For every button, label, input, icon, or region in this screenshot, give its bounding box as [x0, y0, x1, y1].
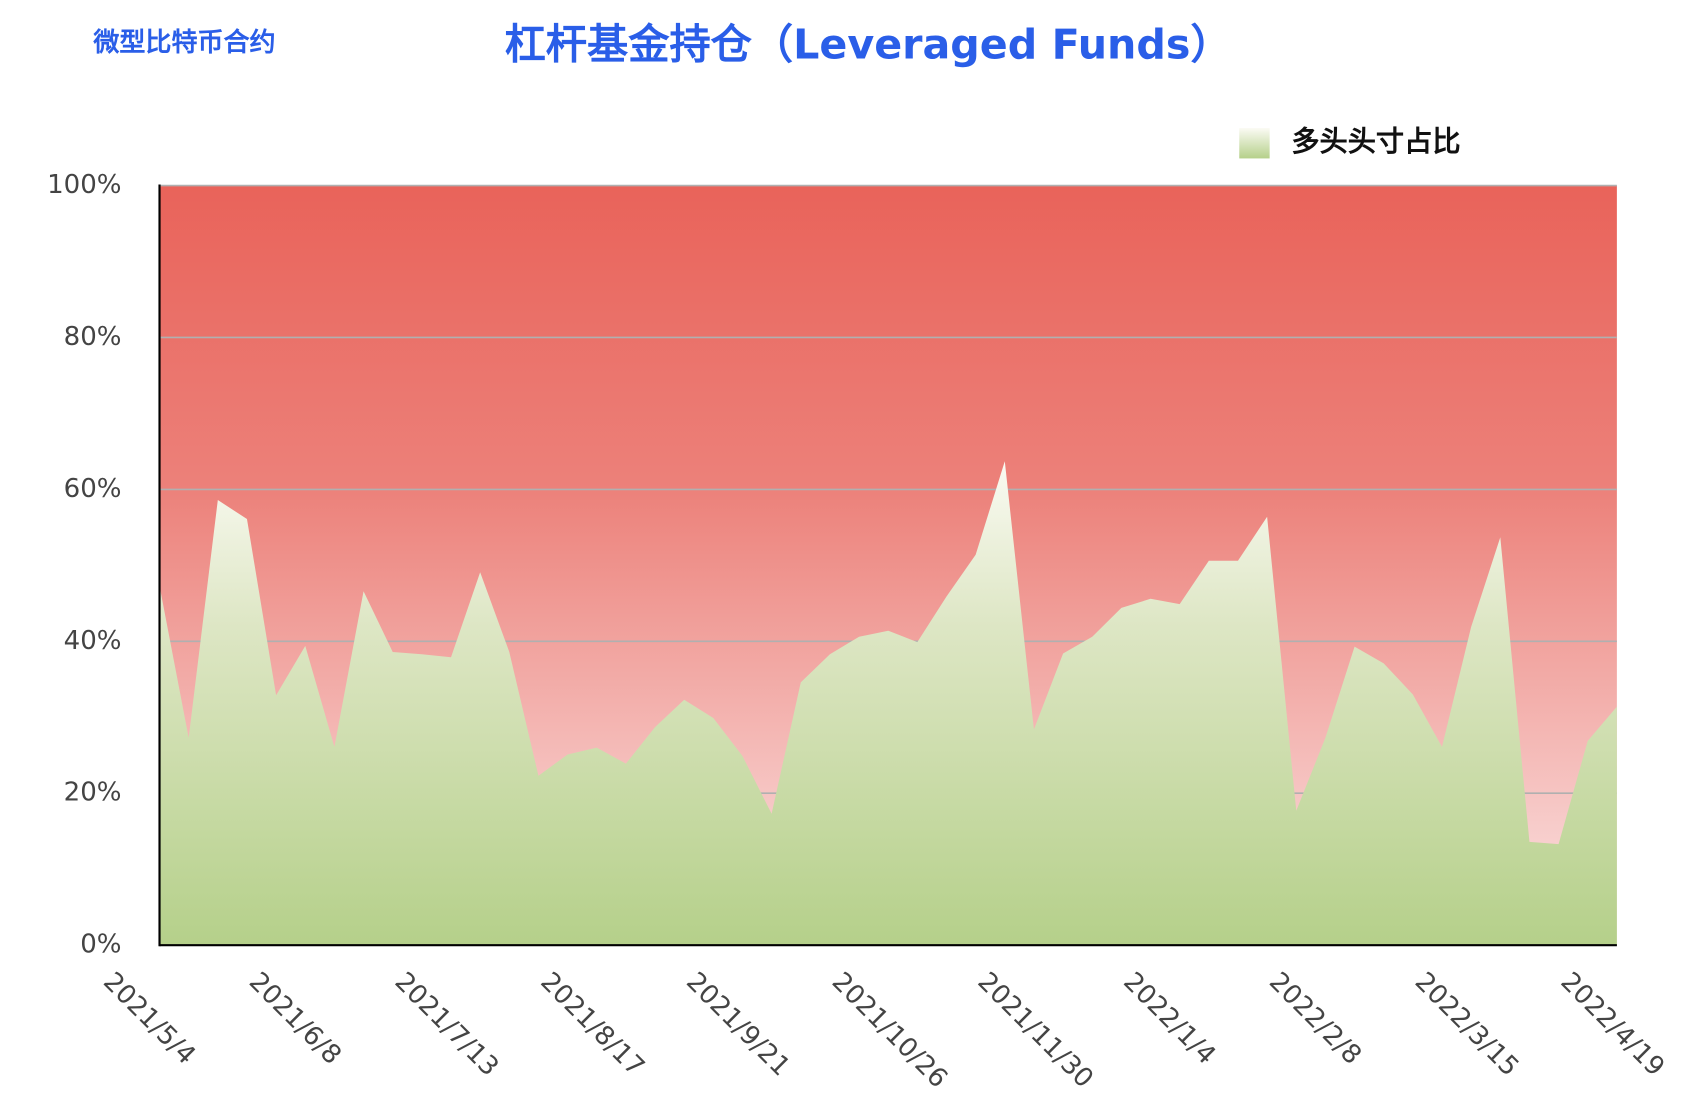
chart-subtitle: 微型比特币合约: [92, 27, 275, 58]
y-tick-label: 100%: [47, 170, 121, 200]
y-tick-label: 60%: [64, 474, 122, 504]
x-tick-label: 2021/5/4: [97, 967, 201, 1071]
x-tick-label: 2022/3/15: [1409, 967, 1525, 1083]
x-tick-label: 2022/4/19: [1555, 967, 1671, 1083]
x-tick-label: 2021/7/13: [389, 967, 505, 1083]
y-tick-label: 20%: [64, 778, 122, 808]
legend-swatch: [1239, 128, 1270, 159]
x-tick-label: 2021/8/17: [534, 967, 650, 1083]
area: [159, 461, 1617, 946]
x-tick-label: 2021/6/8: [243, 967, 347, 1071]
x-tick-label: 2022/2/8: [1263, 967, 1367, 1071]
chart-title: 杠杆基金持仓（Leveraged Funds）: [505, 21, 1232, 69]
x-tick-label: 2022/1/4: [1117, 967, 1221, 1071]
y-tick-label: 0%: [80, 930, 121, 960]
x-tick-label: 2021/9/21: [680, 967, 796, 1083]
x-tick-label: 2021/11/30: [972, 967, 1099, 1094]
y-tick-label: 40%: [64, 626, 122, 656]
y-tick-label: 80%: [64, 322, 122, 352]
x-tick-label: 2021/10/26: [826, 967, 953, 1094]
legend-label: 多头头寸占比: [1291, 125, 1460, 158]
